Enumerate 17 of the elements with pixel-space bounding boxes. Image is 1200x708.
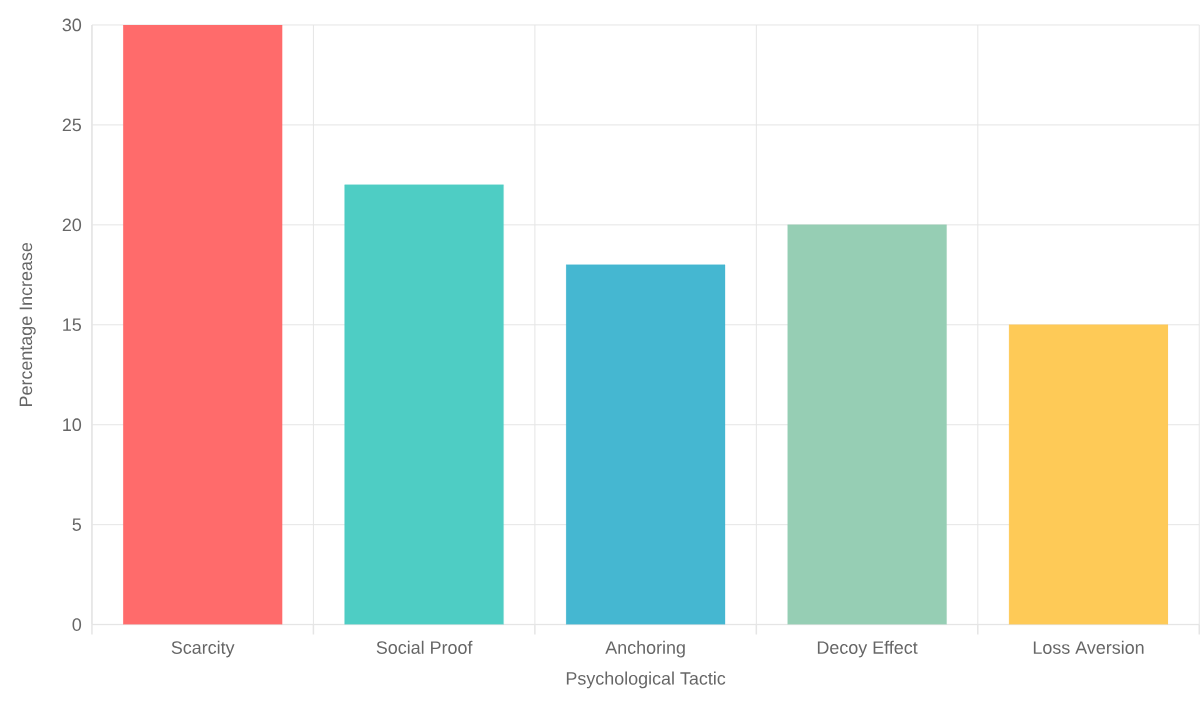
y-tick-label: 5 — [72, 518, 82, 532]
y-tick-label: 25 — [62, 118, 82, 132]
y-tick-label: 10 — [63, 418, 82, 432]
x-tick-label: Loss Aversion — [1033, 640, 1144, 655]
y-tick-label: 30 — [62, 18, 82, 32]
x-tick-label: Decoy Effect — [817, 640, 918, 658]
y-tick-label: 20 — [62, 218, 82, 232]
x-tick-label: Social Proof — [376, 640, 473, 655]
x-tick-label: Scarcity — [171, 640, 235, 658]
bar — [123, 25, 283, 625]
y-tick-label: 0 — [72, 618, 82, 632]
x-axis-title: Psychological Tactic — [566, 671, 726, 689]
y-tick-label: 15 — [63, 318, 82, 332]
bar — [565, 264, 726, 625]
y-axis-title: Percentage Increase — [19, 243, 36, 407]
x-tick-label: Anchoring — [605, 640, 685, 658]
bar — [1008, 324, 1169, 625]
